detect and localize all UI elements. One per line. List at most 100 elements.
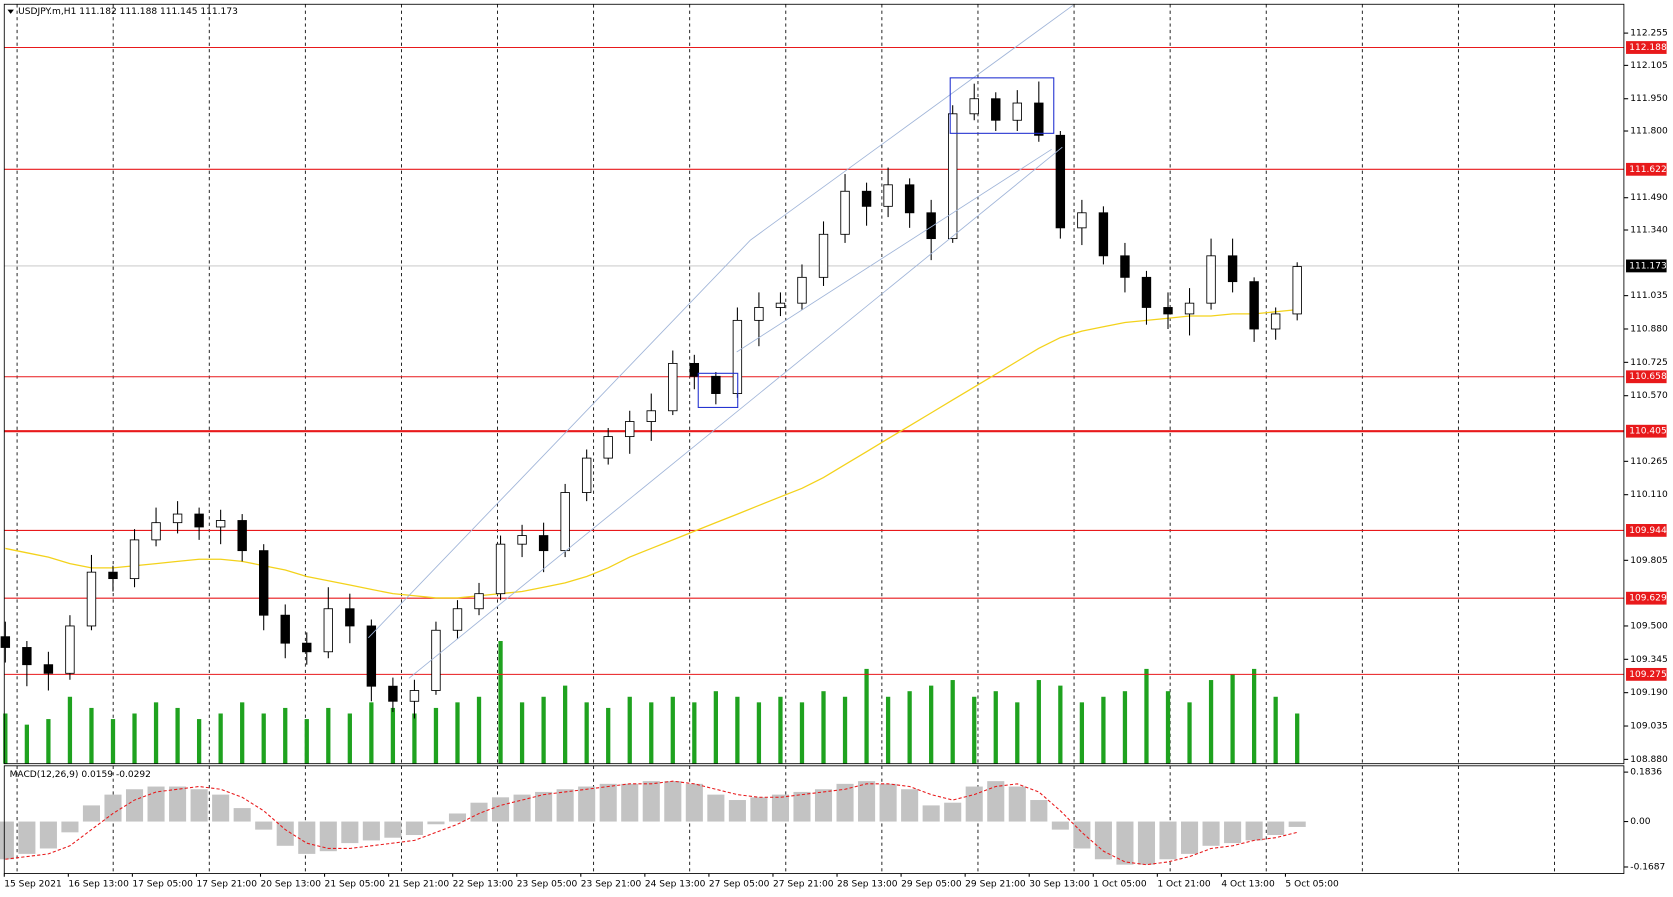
drawing-objects	[368, 4, 1074, 679]
candle-body	[1227, 255, 1238, 283]
volume-bar	[1122, 691, 1128, 764]
volume-bar	[842, 696, 848, 764]
macd-bar	[879, 783, 897, 822]
x-tick-label: 4 Oct 13:00	[1221, 880, 1275, 890]
volume-bar	[304, 719, 309, 764]
y-tick-label: 111.035	[1630, 291, 1668, 301]
box	[949, 77, 1055, 134]
level-tag	[1626, 370, 1667, 384]
macd-bar	[169, 786, 187, 822]
volume-bar	[1208, 680, 1214, 764]
macd-bar	[384, 821, 402, 838]
candle-body	[560, 492, 570, 552]
volume-bar	[153, 702, 159, 764]
macd-bar	[1051, 821, 1069, 830]
macd-bar	[621, 783, 639, 822]
candle-body	[474, 593, 484, 610]
y-tick-label: 111.950	[1630, 94, 1668, 104]
candle-body	[129, 539, 140, 580]
volume-bar	[1295, 713, 1300, 764]
x-tick-label: 16 Sep 13:00	[68, 880, 129, 890]
macd-bar	[319, 821, 337, 852]
candle-body	[151, 522, 161, 541]
volume-bar	[1015, 702, 1020, 764]
volume-bar	[563, 685, 568, 764]
y-tick-label: 110.880	[1630, 324, 1668, 334]
candle-body	[861, 190, 872, 207]
candle-body	[991, 98, 1001, 121]
volume-bar	[950, 680, 955, 764]
volume-bar	[929, 685, 934, 764]
macd-bar	[276, 821, 294, 846]
volume-bar	[67, 696, 73, 764]
candle-body	[904, 184, 915, 214]
x-tick-label: 21 Sep 21:00	[389, 880, 450, 890]
macd-bar	[405, 821, 423, 836]
candle-body	[797, 276, 807, 304]
volume-bar	[196, 719, 202, 764]
y-tick-label: 109.345	[1630, 655, 1668, 665]
y-tick-label: 110.725	[1630, 358, 1668, 368]
macd-bar	[1159, 821, 1177, 860]
volume-bar	[476, 696, 482, 764]
volume-bar	[972, 696, 977, 764]
macd-bar	[707, 794, 725, 822]
macd-bar	[1224, 821, 1242, 844]
volume-bar	[799, 702, 805, 764]
macd-bar	[901, 789, 919, 822]
volume-bar	[433, 707, 439, 764]
level-tag	[1626, 41, 1667, 54]
macd-bar	[1008, 786, 1026, 822]
volume-bar	[89, 707, 94, 764]
level-tag	[1626, 424, 1667, 438]
volume-bar	[1101, 696, 1106, 764]
channel-line	[408, 146, 1063, 679]
macd-bar	[341, 821, 359, 844]
volume-bar	[1273, 696, 1278, 764]
volume-bar	[1036, 680, 1041, 764]
macd-bar	[212, 794, 230, 822]
y-tick-label: 108.880	[1630, 755, 1668, 765]
y-tick-label: 111.340	[1630, 226, 1668, 236]
macd-bar	[448, 813, 467, 822]
candle-body	[43, 664, 54, 674]
x-tick-label: 17 Sep 21:00	[196, 880, 257, 890]
volume-bar	[1058, 685, 1063, 764]
macd-bar	[1202, 821, 1220, 846]
channel-line	[368, 239, 751, 639]
macd-bar	[664, 781, 682, 822]
candle-body	[517, 535, 527, 545]
candle-body	[883, 184, 893, 207]
candle-body	[1249, 281, 1259, 330]
candle-body	[754, 307, 764, 321]
macd-bar	[470, 802, 488, 822]
volume-bar	[713, 691, 718, 764]
volume-bar	[240, 702, 245, 764]
volume-bar	[390, 707, 396, 764]
y-tick-label: 109.035	[1630, 722, 1668, 732]
y-tick-label: 109.190	[1630, 688, 1668, 698]
candle-body	[172, 513, 183, 524]
volume-bar	[3, 713, 8, 764]
volume-bar	[46, 719, 51, 764]
y-tick-label: 0.00	[1630, 817, 1650, 827]
macd-bar	[125, 789, 144, 822]
volume-bar	[821, 691, 826, 764]
candle-body	[431, 629, 441, 691]
macd-bar	[104, 794, 122, 822]
candle-body	[280, 614, 290, 644]
volume-bar	[627, 696, 632, 764]
channel-line	[736, 148, 1052, 353]
candle-body	[1163, 307, 1173, 315]
candle-body	[259, 550, 269, 616]
candle-body	[302, 642, 312, 653]
candle-body	[323, 608, 333, 653]
candle-body	[22, 647, 32, 666]
macd-bar	[427, 821, 445, 825]
x-tick-label: 23 Sep 21:00	[581, 880, 642, 890]
volume-bar	[584, 702, 589, 764]
volume-bar	[347, 713, 352, 764]
candle-body	[1184, 302, 1195, 315]
